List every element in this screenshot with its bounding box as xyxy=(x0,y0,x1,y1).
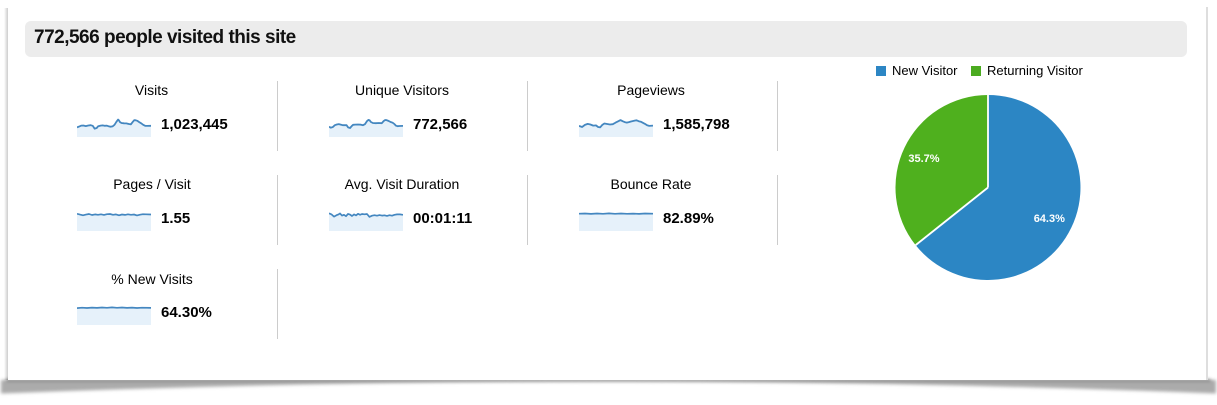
svg-text:64.3%: 64.3% xyxy=(1034,213,1065,225)
svg-text:35.7%: 35.7% xyxy=(908,153,939,165)
